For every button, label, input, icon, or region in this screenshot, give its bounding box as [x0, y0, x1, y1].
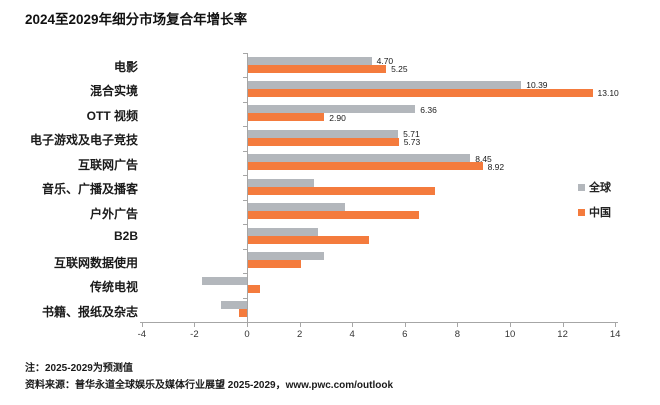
- bar: [220, 301, 247, 310]
- x-tick-label: 12: [557, 329, 568, 340]
- x-tick-label: 10: [504, 329, 516, 340]
- category-tick: [243, 101, 247, 103]
- x-tick-label: 14: [609, 329, 621, 340]
- bar: [248, 56, 372, 65]
- legend-label-china: 中国: [589, 207, 611, 219]
- bar-value-label: 13.10: [597, 88, 619, 99]
- category-tick: [243, 273, 247, 275]
- bar-value-label: 5.71: [403, 129, 420, 140]
- bar: [248, 252, 325, 261]
- chart-title: 2024至2029年细分市场复合年增长率: [25, 12, 248, 27]
- bar-value-label: 5.73: [403, 137, 421, 148]
- bar: [248, 64, 387, 73]
- bar: [248, 178, 314, 187]
- x-axis-tick: [510, 323, 511, 327]
- category-label: 电影: [113, 60, 138, 74]
- x-axis-tick: [247, 323, 248, 327]
- bar: [248, 186, 435, 195]
- bar-value-label: 4.70: [376, 56, 394, 66]
- category-label: 互联网广告: [77, 157, 138, 172]
- bar: [248, 284, 260, 293]
- bar: [248, 235, 369, 244]
- bar: [248, 80, 522, 89]
- x-tick-label: 8: [454, 329, 461, 340]
- bar: [248, 88, 593, 97]
- category-tick: [243, 126, 247, 128]
- category-label: OTT 视频: [86, 108, 138, 123]
- legend-label-global: 全球: [589, 182, 611, 194]
- bar-value-label: 10.39: [526, 80, 548, 91]
- x-axis-tick: [562, 323, 564, 327]
- bar: [248, 105, 416, 114]
- x-axis-tick: [352, 323, 354, 327]
- category-tick: [243, 199, 247, 201]
- bar-chart: 电影 4.70 5.25 混合实境 10.39 13.10 OTT 视频 6.36 2.90 电子…: [29, 53, 621, 340]
- category-tick: [243, 248, 247, 250]
- x-tick-label: 6: [402, 329, 408, 340]
- legend-swatch-global: [578, 183, 585, 191]
- bar-value-label: 6.36: [420, 104, 437, 115]
- bar: [248, 129, 399, 138]
- category-tick: [243, 224, 247, 226]
- category-label: 书籍、报纸及杂志: [41, 304, 138, 319]
- category-label: 互联网数据使用: [53, 255, 138, 270]
- legend-item-global: 全球: [578, 179, 611, 195]
- chart-legend: 全球 中国: [578, 179, 611, 229]
- x-tick-label: 0: [244, 329, 250, 340]
- bar: [248, 227, 318, 236]
- bar-value-label: 8.45: [475, 153, 492, 164]
- legend-swatch-china: [578, 208, 585, 216]
- legend-item-china: 中国: [578, 204, 611, 220]
- bar: [248, 113, 325, 122]
- x-axis-tick: [194, 323, 196, 327]
- x-axis-tick: [457, 323, 459, 327]
- x-tick-label: 4: [349, 329, 355, 340]
- category-label: 混合实境: [89, 84, 138, 99]
- bar-value-label: 8.92: [487, 161, 505, 172]
- bar-value-label: 5.25: [391, 64, 408, 74]
- x-axis-line: [139, 322, 619, 323]
- x-axis-tick: [615, 323, 617, 327]
- category-label: 电子游戏及电子竞技: [29, 133, 138, 148]
- category-tick: [243, 77, 247, 79]
- category-tick: [243, 297, 247, 299]
- footnote-forecast: 注：2025-2029为预测值: [25, 363, 133, 374]
- x-tick-label: -4: [137, 329, 147, 340]
- zero-axis-line: [247, 53, 248, 322]
- x-axis-tick: [141, 323, 143, 327]
- category-label: 传统电视: [89, 280, 138, 295]
- x-axis-tick: [299, 323, 301, 327]
- bar: [248, 162, 483, 171]
- bar: [239, 309, 247, 318]
- bar: [202, 276, 247, 285]
- category-tick: [243, 53, 247, 54]
- category-label: 户外广告: [89, 206, 138, 221]
- footnote-source: 资料来源：普华永道全球娱乐及媒体行业展望 2025-2029，www.pwc.c…: [25, 380, 394, 391]
- x-axis-tick: [404, 323, 406, 327]
- x-tick-label: -2: [190, 329, 199, 340]
- category-label: B2B: [113, 229, 138, 244]
- bar: [248, 154, 471, 163]
- category-tick: [243, 175, 247, 177]
- bar: [248, 260, 301, 269]
- bar: [248, 203, 346, 212]
- bar-value-label: 2.90: [329, 112, 346, 123]
- bar: [248, 137, 399, 146]
- bar: [248, 211, 419, 220]
- category-label: 音乐、广播及播客: [41, 182, 138, 197]
- category-tick: [243, 150, 247, 152]
- x-tick-label: 2: [296, 329, 303, 340]
